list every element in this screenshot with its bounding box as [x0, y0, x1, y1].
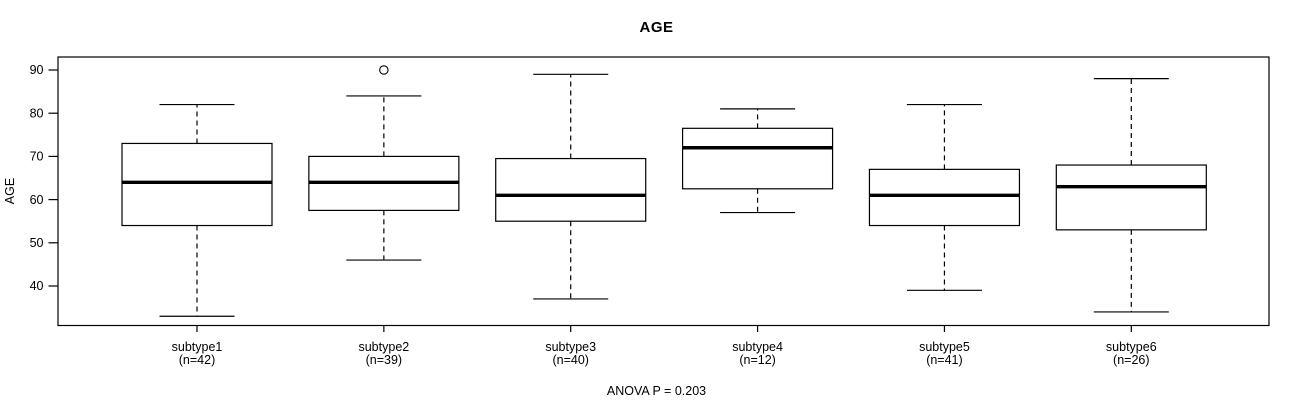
- x-group-label: subtype1: [172, 340, 223, 354]
- box-rect: [868, 168, 1021, 227]
- y-tick-label: 40: [30, 279, 44, 293]
- sample-size-label: (n=26): [1113, 353, 1149, 367]
- box-rect: [1055, 164, 1207, 231]
- chart-title: AGE: [639, 19, 674, 36]
- anova-annotation: ANOVA P = 0.203: [606, 384, 707, 398]
- sample-size-label: (n=42): [179, 353, 215, 367]
- box-rect: [681, 127, 834, 190]
- sample-size-label: (n=40): [552, 353, 588, 367]
- sample-size-label: (n=41): [926, 353, 962, 367]
- x-group-label: subtype2: [358, 340, 409, 354]
- sample-size-label: (n=12): [739, 353, 775, 367]
- y-axis-label: AGE: [3, 177, 17, 205]
- x-group-label: subtype5: [919, 340, 970, 354]
- box-rect: [121, 142, 273, 227]
- plot-frame: [57, 56, 1270, 327]
- sample-size-label: (n=39): [366, 353, 402, 367]
- y-tick-label: 50: [30, 236, 44, 250]
- x-group-label: subtype6: [1106, 340, 1157, 354]
- y-tick-label: 70: [30, 150, 44, 164]
- x-group-label: subtype3: [545, 340, 596, 354]
- y-tick-label: 60: [30, 193, 44, 207]
- outlier-point: [379, 65, 389, 75]
- y-tick-label: 80: [30, 106, 44, 120]
- box-rect: [495, 157, 647, 222]
- y-tick-label: 90: [30, 63, 44, 77]
- x-group-label: subtype4: [732, 340, 783, 354]
